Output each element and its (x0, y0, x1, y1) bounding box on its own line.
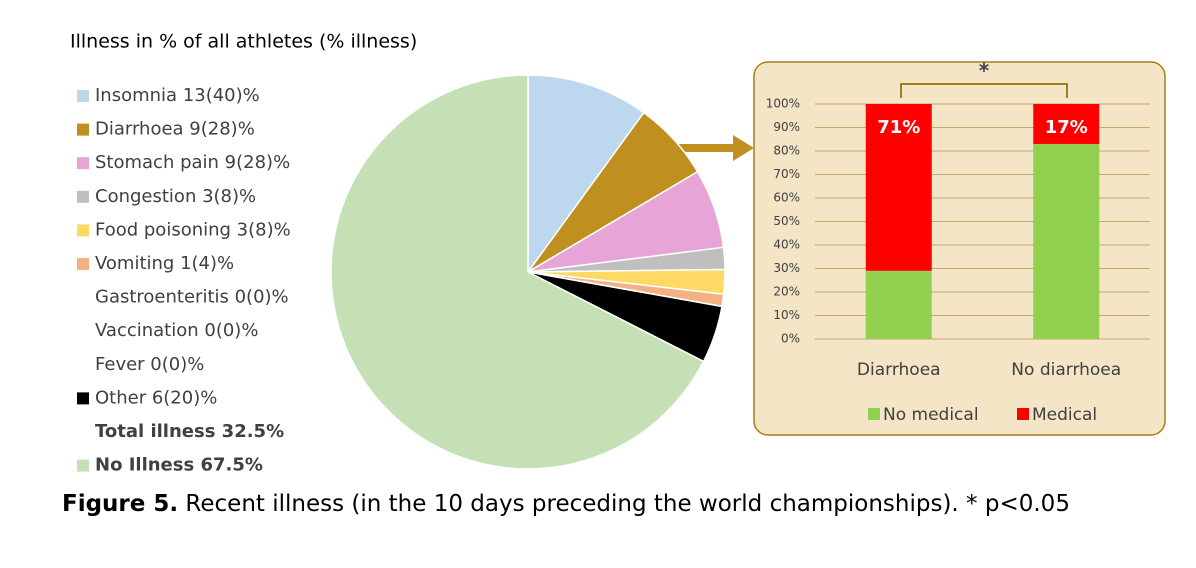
pie-title: Illness in % of all athletes (% illness) (70, 31, 417, 53)
legend-label: Stomach pain 9(28)% (95, 152, 290, 173)
legend-label: Insomnia 13(40)% (95, 85, 260, 106)
legend-label: Total illness 32.5% (95, 421, 284, 442)
legend-label: Other 6(20)% (95, 387, 217, 408)
legend-marker (77, 224, 89, 237)
legend-marker (77, 123, 89, 136)
y-tick-label: 40% (773, 238, 800, 252)
annotation: * (979, 59, 990, 83)
legend-marker (77, 392, 89, 405)
y-tick-label: 90% (773, 120, 800, 134)
legend-marker (1017, 408, 1029, 420)
legend-marker (77, 90, 89, 102)
pie-slice (527, 74, 645, 275)
y-tick-label: 0% (781, 332, 800, 346)
legend-label: Medical (1032, 405, 1097, 425)
bar-segment (1033, 143, 1100, 339)
arrow-head (733, 135, 754, 161)
legend-label: Vaccination 0(0)% (95, 320, 258, 341)
caption-label: Figure 5. (62, 491, 178, 517)
y-tick-label: 60% (773, 191, 800, 205)
legend-label: No medical (883, 405, 979, 425)
legend-marker (77, 190, 89, 203)
legend-label: No Illness 67.5% (95, 455, 263, 476)
caption: Figure 5. Recent illness (in the 10 days… (62, 491, 1070, 517)
legend-marker (868, 408, 880, 420)
legend-marker (77, 157, 89, 170)
y-tick-label: 50% (773, 214, 800, 228)
bar-segment (1033, 104, 1100, 144)
value-label: 71% (877, 117, 920, 138)
significance-bracket (900, 83, 1068, 98)
legend-marker (77, 258, 89, 270)
y-tick-label: 100% (766, 97, 800, 111)
bar-segment (865, 104, 932, 271)
legend-marker (77, 459, 89, 472)
bar-segment (865, 270, 932, 339)
y-tick-label: 70% (773, 167, 800, 181)
x-tick-label: Diarrhoea (857, 360, 941, 380)
legend-label: Diarrhoea 9(28)% (95, 119, 255, 140)
legend-label: Food poisoning 3(8)% (95, 219, 291, 240)
x-tick-label: No diarrhoea (1011, 360, 1121, 380)
caption-text: Recent illness (in the 10 days preceding… (178, 491, 1070, 517)
pie-slice (330, 74, 705, 470)
value-label: 17% (1045, 117, 1088, 138)
y-tick-label: 30% (773, 261, 800, 275)
y-tick-label: 20% (773, 285, 800, 299)
legend-label: Congestion 3(8)% (95, 186, 256, 207)
y-tick-label: 10% (773, 308, 800, 322)
legend-label: Gastroenteritis 0(0)% (95, 287, 289, 308)
legend-label: Fever 0(0)% (95, 354, 204, 375)
y-tick-label: 80% (773, 144, 800, 158)
legend-label: Vomiting 1(4)% (95, 253, 234, 274)
